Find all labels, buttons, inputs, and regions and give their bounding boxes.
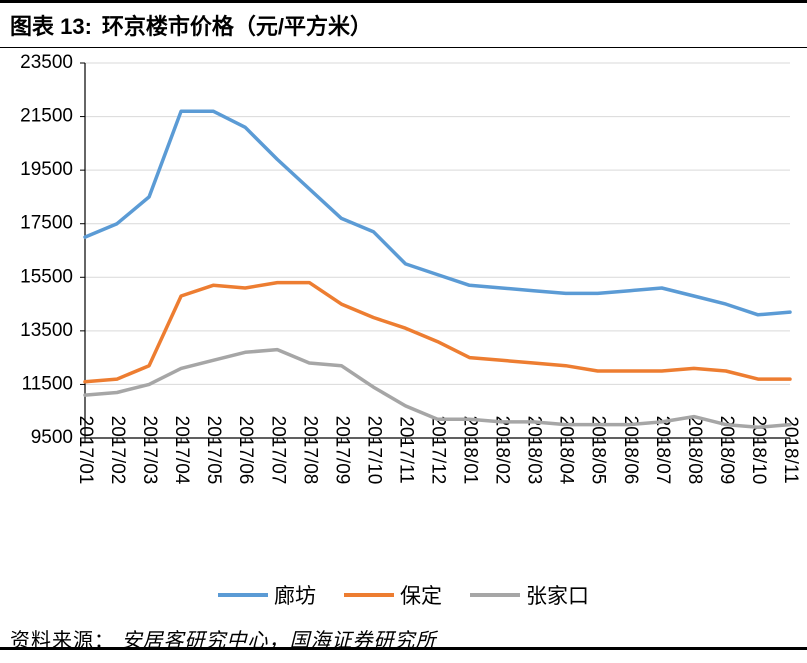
x-tick-label: 2017/01 <box>75 416 96 485</box>
legend-label: 张家口 <box>526 580 589 610</box>
legend-swatch <box>218 593 268 597</box>
x-tick-label: 2017/09 <box>331 416 352 485</box>
legend-swatch <box>470 593 520 597</box>
x-tick-label: 2017/06 <box>235 416 256 485</box>
legend-label: 廊坊 <box>274 580 316 610</box>
series-line-廊坊 <box>85 111 790 315</box>
y-tick-label: 15500 <box>20 266 73 287</box>
y-tick-label: 21500 <box>20 106 73 127</box>
y-tick-label: 17500 <box>20 213 73 234</box>
legend: 廊坊 保定 张家口 <box>0 578 807 618</box>
chart-title-prefix: 图表 13: <box>10 9 92 41</box>
x-tick-label: 2017/05 <box>203 416 224 485</box>
source-line: 资料来源： 安居客研究中心，国海证券研究所 <box>0 618 807 663</box>
legend-item: 张家口 <box>470 580 589 610</box>
legend-label: 保定 <box>400 580 442 610</box>
x-tick-label: 2017/08 <box>299 416 320 485</box>
x-tick-label: 2018/02 <box>492 416 513 485</box>
legend-item: 廊坊 <box>218 580 316 610</box>
x-tick-label: 2018/07 <box>652 416 673 485</box>
x-tick-label: 2018/08 <box>684 416 705 485</box>
x-tick-label: 2017/10 <box>363 416 384 485</box>
source-prefix: 资料来源： <box>10 630 115 652</box>
y-tick-label: 11500 <box>22 373 73 394</box>
chart-title-bar: 图表 13: 环京楼市价格（元/平方米） <box>0 0 807 48</box>
y-tick-label: 9500 <box>31 427 73 448</box>
chart-container: 图表 13: 环京楼市价格（元/平方米） 9500 11500 13500 15500… <box>0 0 807 650</box>
y-tick-label: 23500 <box>20 52 73 73</box>
x-tick-label: 2018/03 <box>524 416 545 485</box>
y-tick-label: 19500 <box>20 159 73 180</box>
y-tick-label: 13500 <box>20 320 73 341</box>
x-tick-label: 2017/04 <box>171 416 192 485</box>
source-text: 安居客研究中心，国海证券研究所 <box>122 630 437 652</box>
x-tick-label: 2017/12 <box>427 416 448 485</box>
x-tick-label: 2017/02 <box>107 416 128 485</box>
x-tick-label: 2017/11 <box>395 416 416 483</box>
x-tick-label: 2017/03 <box>139 416 160 485</box>
legend-swatch <box>344 593 394 597</box>
line-chart-svg: 9500 11500 13500 15500 17500 19500 21500 23500 2… <box>0 48 807 578</box>
chart-title-text: 环京楼市价格（元/平方米） <box>102 9 372 41</box>
plot-area: 9500 11500 13500 15500 17500 19500 21500 23500 2… <box>0 48 807 578</box>
legend-item: 保定 <box>344 580 442 610</box>
x-tick-label: 2017/07 <box>267 416 288 485</box>
x-tick-label: 2018/01 <box>460 416 481 485</box>
